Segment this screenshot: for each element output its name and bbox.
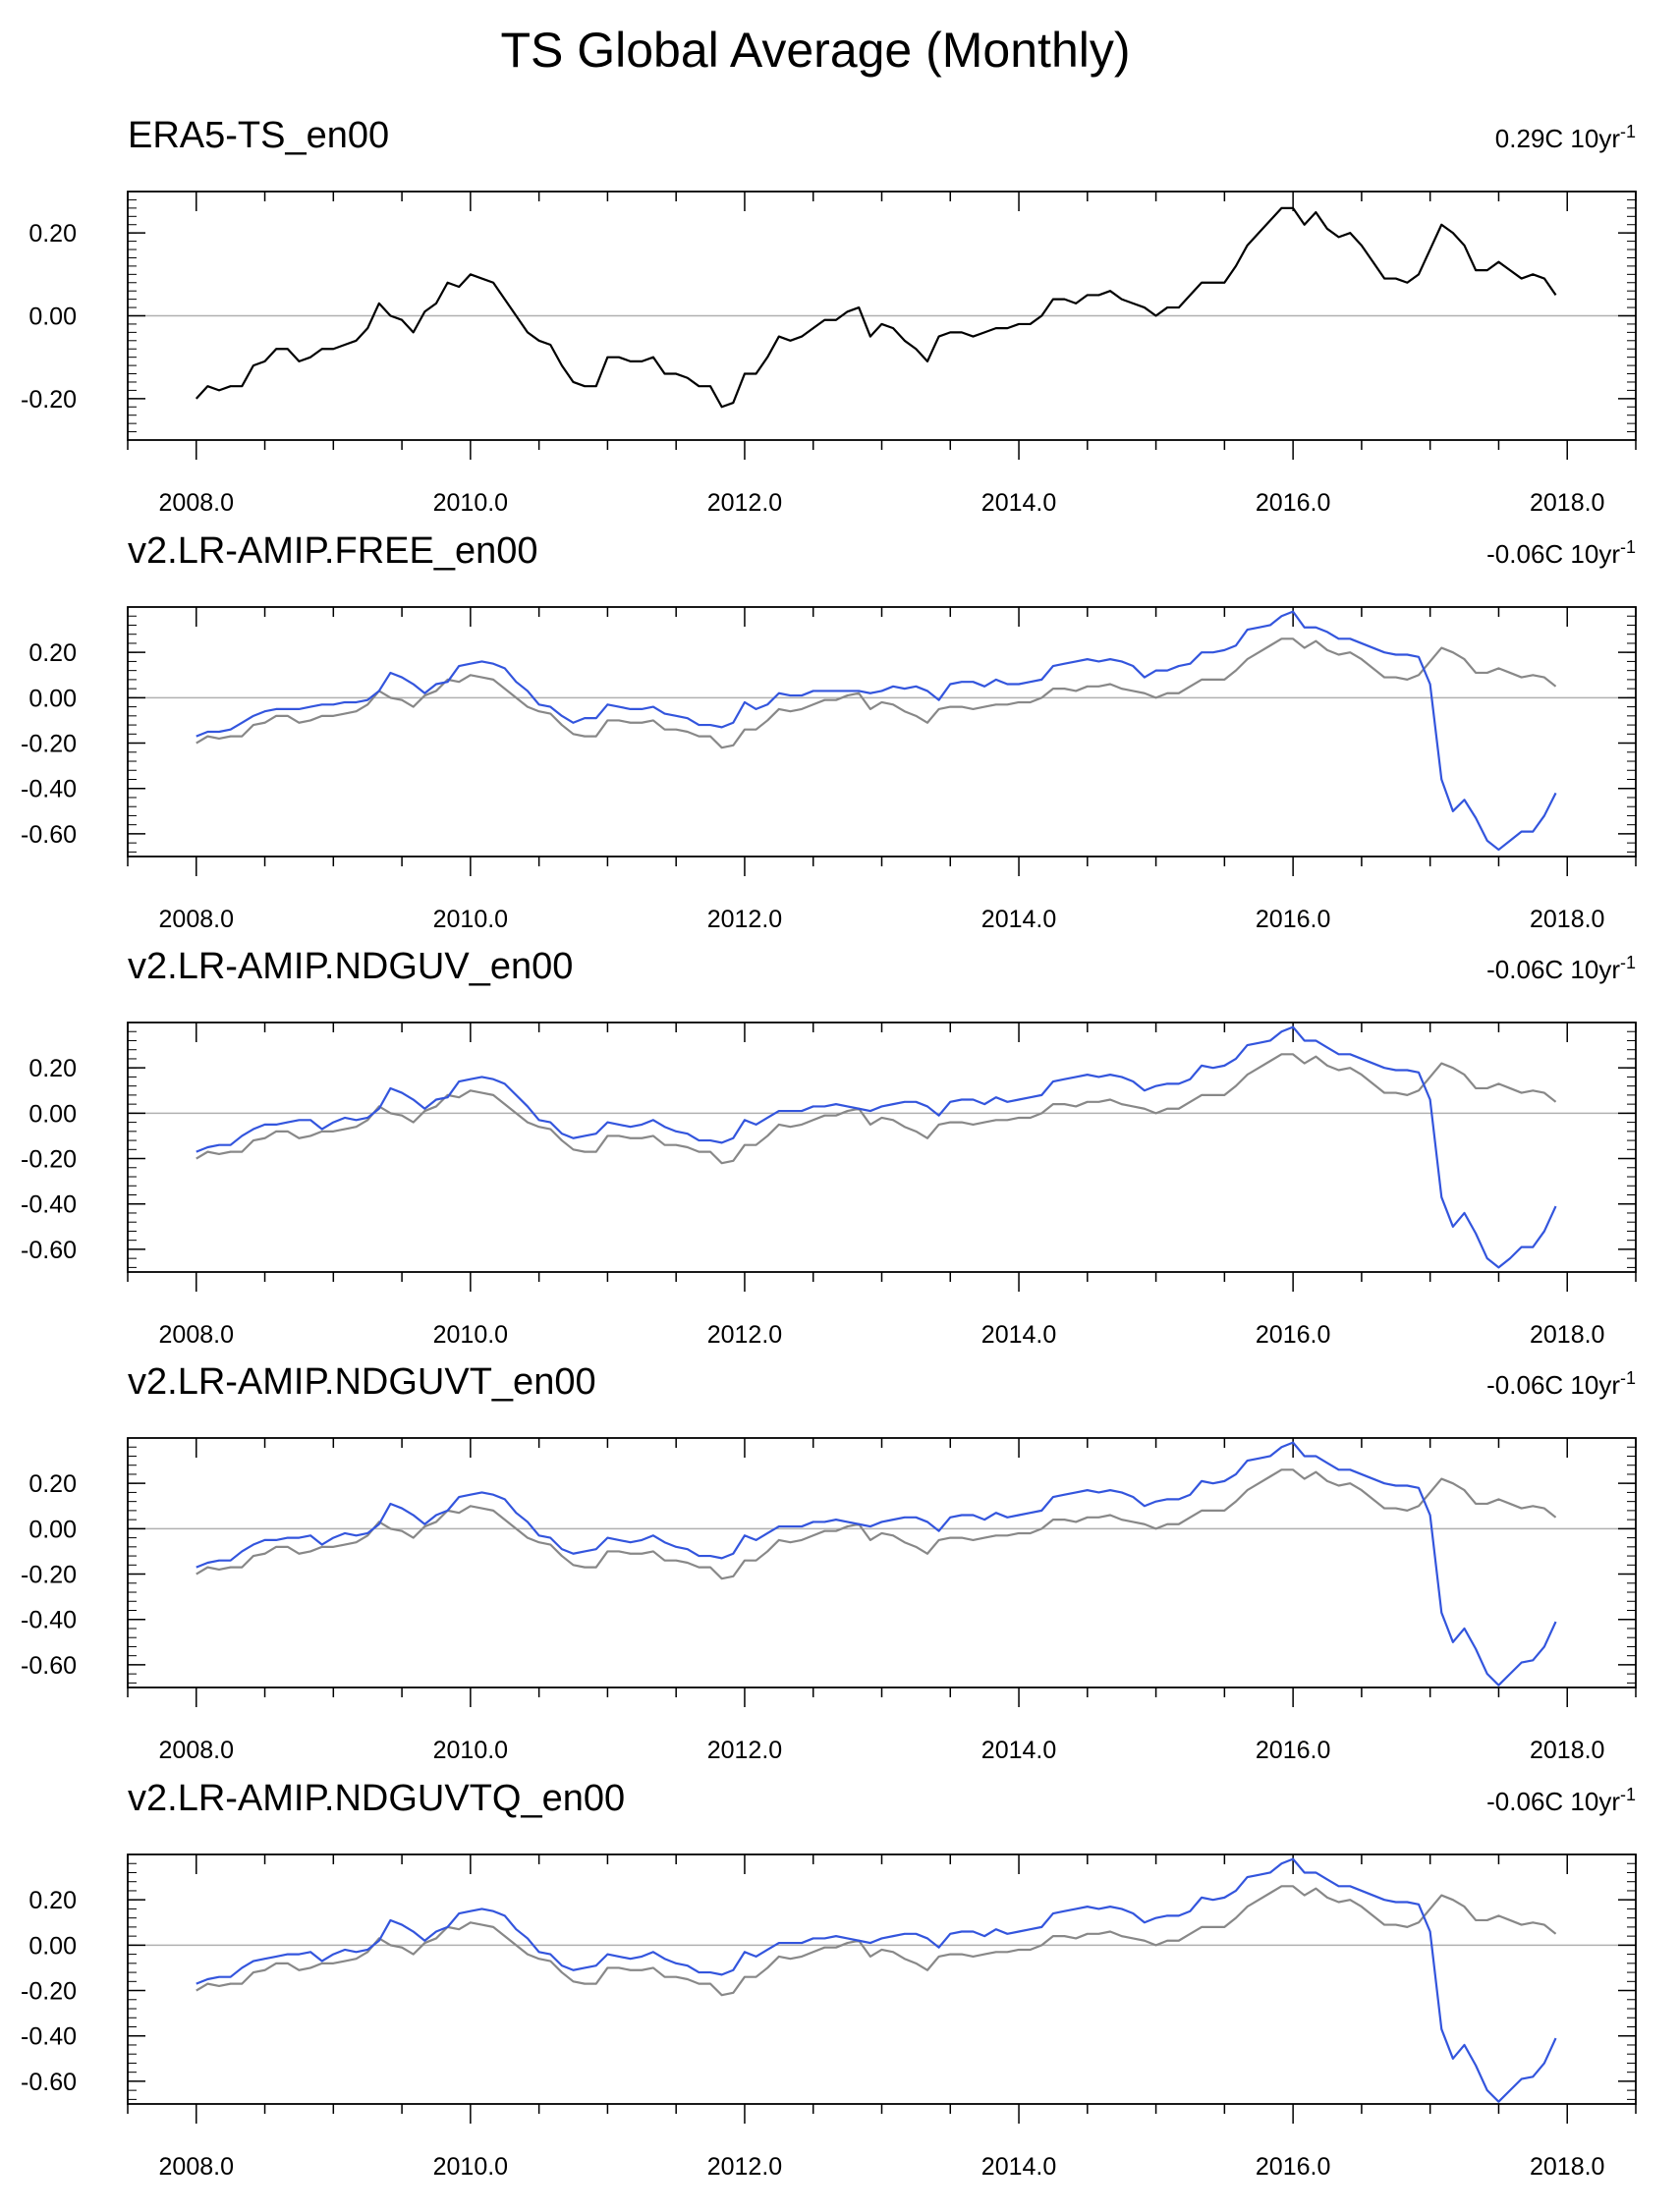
panel-title: v2.LR-AMIP.FREE_en00 xyxy=(128,530,538,572)
x-tick-label: 2014.0 xyxy=(981,1737,1056,1764)
y-tick-label: 0.00 xyxy=(28,685,77,712)
y-tick-label: -0.20 xyxy=(21,731,77,758)
y-tick-label: 0.20 xyxy=(28,1887,77,1914)
y-tick-label: 0.00 xyxy=(28,304,77,331)
panel-1: ERA5-TS_en00 0.29C 10yr-1 -0.20 0.00 0.20 200… xyxy=(21,115,1637,517)
x-tick-label: 2008.0 xyxy=(159,1321,234,1349)
y-tick-label: 0.00 xyxy=(28,1932,77,1960)
panel-trend: 0.29C 10yr-1 xyxy=(1495,122,1636,153)
x-tick-label: 2012.0 xyxy=(707,906,782,933)
series-line-v2-lr-amip-ndguvt-en00 xyxy=(196,1441,1557,1687)
panel-title: v2.LR-AMIP.NDGUVT_en00 xyxy=(128,1361,596,1403)
x-tick-label: 2018.0 xyxy=(1530,1737,1604,1764)
x-tick-label: 2018.0 xyxy=(1530,2153,1604,2181)
panel-trend: -0.06C 10yr-1 xyxy=(1486,1368,1636,1400)
series-line-v2-lr-amip-ndguv-en00 xyxy=(196,1025,1557,1269)
x-tick-label: 2016.0 xyxy=(1256,1737,1330,1764)
panel-trend: -0.06C 10yr-1 xyxy=(1486,537,1636,569)
x-tick-label: 2010.0 xyxy=(433,2153,508,2181)
y-tick-label: -0.20 xyxy=(21,386,77,414)
panel-trend: -0.06C 10yr-1 xyxy=(1486,1785,1636,1816)
plot-frame xyxy=(127,1022,1637,1273)
series-line-era5-ts-en00 xyxy=(196,1468,1557,1580)
trend-value: -0.06C 10yr xyxy=(1486,955,1620,984)
y-tick-label: 0.20 xyxy=(28,639,77,667)
y-tick-label: -0.60 xyxy=(21,1237,77,1264)
x-tick-label: 2012.0 xyxy=(707,1737,782,1764)
x-tick-label: 2008.0 xyxy=(159,1737,234,1764)
y-tick-label: -0.40 xyxy=(21,1607,77,1634)
panel-5: v2.LR-AMIP.NDGUVTQ_en00 -0.06C 10yr-1 -0.6… xyxy=(21,1778,1637,2181)
panel-title: v2.LR-AMIP.NDGUVTQ_en00 xyxy=(128,1778,625,1819)
trend-exponent: -1 xyxy=(1620,122,1636,141)
plot-frame xyxy=(127,1437,1637,1688)
x-tick-label: 2016.0 xyxy=(1256,2153,1330,2181)
y-tick-label: -0.40 xyxy=(21,2023,77,2051)
trend-value: -0.06C 10yr xyxy=(1486,1370,1620,1400)
x-tick-label: 2010.0 xyxy=(433,489,508,517)
x-tick-label: 2014.0 xyxy=(981,906,1056,933)
panel-title: v2.LR-AMIP.NDGUV_en00 xyxy=(128,946,573,987)
y-tick-label: -0.20 xyxy=(21,1146,77,1174)
y-tick-label: -0.20 xyxy=(21,1978,77,2006)
panel-3: v2.LR-AMIP.NDGUV_en00 -0.06C 10yr-1 -0.60 -… xyxy=(21,946,1637,1349)
series-line-era5-ts-en00 xyxy=(196,637,1557,749)
series-line-era5-ts-en00 xyxy=(195,206,1557,409)
figure-title: TS Global Average (Monthly) xyxy=(500,23,1131,78)
x-tick-label: 2012.0 xyxy=(707,489,782,517)
y-tick-label: -0.60 xyxy=(21,1652,77,1680)
x-tick-label: 2010.0 xyxy=(433,1737,508,1764)
x-tick-label: 2016.0 xyxy=(1256,1321,1330,1349)
x-tick-label: 2012.0 xyxy=(707,2153,782,2181)
x-tick-label: 2018.0 xyxy=(1530,489,1604,517)
y-tick-label: -0.60 xyxy=(21,2069,77,2096)
trend-exponent: -1 xyxy=(1620,1785,1636,1804)
x-tick-label: 2018.0 xyxy=(1530,906,1604,933)
series-line-v2-lr-amip-ndguvtq-en00 xyxy=(196,1857,1557,2103)
y-tick-label: 0.00 xyxy=(28,1516,77,1543)
plot-frame xyxy=(127,606,1637,857)
y-tick-label: 0.20 xyxy=(28,1470,77,1498)
y-tick-label: 0.20 xyxy=(28,1055,77,1082)
x-tick-label: 2010.0 xyxy=(433,1321,508,1349)
trend-value: -0.06C 10yr xyxy=(1486,1787,1620,1816)
y-tick-label: -0.20 xyxy=(21,1562,77,1589)
trend-exponent: -1 xyxy=(1620,537,1636,557)
trend-exponent: -1 xyxy=(1620,953,1636,972)
y-tick-label: 0.20 xyxy=(28,220,77,248)
x-tick-label: 2014.0 xyxy=(981,489,1056,517)
y-tick-label: -0.40 xyxy=(21,776,77,803)
series-line-era5-ts-en00 xyxy=(196,1885,1557,1997)
y-tick-label: -0.40 xyxy=(21,1191,77,1219)
trend-value: -0.06C 10yr xyxy=(1486,539,1620,569)
x-tick-label: 2016.0 xyxy=(1256,489,1330,517)
x-tick-label: 2008.0 xyxy=(159,489,234,517)
y-tick-label: 0.00 xyxy=(28,1100,77,1128)
x-tick-label: 2014.0 xyxy=(981,2153,1056,2181)
series-line-v2-lr-amip-free-en00 xyxy=(196,610,1557,852)
panel-4: v2.LR-AMIP.NDGUVT_en00 -0.06C 10yr-1 -0.60… xyxy=(21,1361,1637,1764)
x-tick-label: 2014.0 xyxy=(981,1321,1056,1349)
panel-trend: -0.06C 10yr-1 xyxy=(1486,953,1636,984)
plot-frame xyxy=(127,1853,1637,2105)
trend-value: 0.29C 10yr xyxy=(1495,124,1621,153)
x-tick-label: 2008.0 xyxy=(159,906,234,933)
series-line-era5-ts-en00 xyxy=(196,1053,1557,1165)
x-tick-label: 2010.0 xyxy=(433,906,508,933)
panel-2: v2.LR-AMIP.FREE_en00 -0.06C 10yr-1 -0.60 -0… xyxy=(21,530,1637,933)
x-tick-label: 2018.0 xyxy=(1530,1321,1604,1349)
plot-frame xyxy=(127,191,1637,441)
trend-exponent: -1 xyxy=(1620,1368,1636,1388)
x-tick-label: 2008.0 xyxy=(159,2153,234,2181)
x-tick-label: 2016.0 xyxy=(1256,906,1330,933)
x-tick-label: 2012.0 xyxy=(707,1321,782,1349)
panel-title: ERA5-TS_en00 xyxy=(128,115,389,156)
y-tick-label: -0.60 xyxy=(21,821,77,849)
